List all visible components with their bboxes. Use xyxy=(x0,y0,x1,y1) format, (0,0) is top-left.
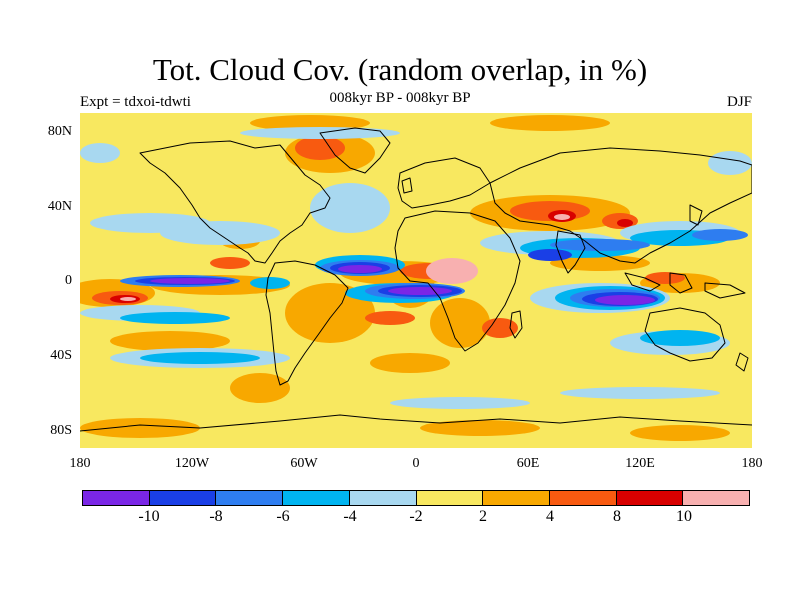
lon-label-120w: 120W xyxy=(174,456,210,471)
lon-label-180w: 180 xyxy=(69,456,91,471)
lat-label-0: 0 xyxy=(65,273,72,288)
anomaly-darkred-regions xyxy=(110,210,633,303)
colorbar-swatch xyxy=(216,491,284,505)
colorbar-swatch xyxy=(283,491,350,505)
colorbar-label: -2 xyxy=(409,508,423,525)
colorbar-swatch xyxy=(549,491,617,505)
plot-subtitle: 008kyr BP - 008kyr BP xyxy=(329,90,471,106)
colorbar-swatch xyxy=(416,491,484,505)
lon-label-0: 0 xyxy=(412,456,420,471)
colorbar-label: -10 xyxy=(138,508,160,525)
colorbar-label: 8 xyxy=(613,508,621,525)
plot-title: Tot. Cloud Cov. (random overlap, in %) xyxy=(152,52,648,87)
colorbar-label: -6 xyxy=(276,508,290,525)
season-label: DJF xyxy=(726,94,752,110)
lon-label-60e: 60E xyxy=(516,456,540,471)
colorbar-label: 4 xyxy=(546,508,554,525)
colorbar-label: 2 xyxy=(479,508,487,525)
lat-label-80n: 80N xyxy=(47,124,72,139)
colorbar-swatch xyxy=(349,491,417,505)
colorbar-swatch xyxy=(83,491,150,505)
colorbar-label: -8 xyxy=(209,508,223,525)
lon-label-60w: 60W xyxy=(290,456,318,471)
colorbar-label: -4 xyxy=(343,508,357,525)
anomaly-pink-regions xyxy=(120,214,570,301)
lat-label-40n: 40N xyxy=(47,199,72,214)
lat-label-40s: 40S xyxy=(50,348,72,363)
experiment-label: Expt = tdxoi-tdwti xyxy=(80,94,191,110)
colorbar xyxy=(82,490,750,506)
colorbar-swatch xyxy=(616,491,684,505)
lon-label-180e: 180 xyxy=(741,456,763,471)
colorbar-swatch xyxy=(483,491,550,505)
lon-label-120e: 120E xyxy=(625,456,655,471)
lat-label-80s: 80S xyxy=(50,423,72,438)
cloud-cover-map xyxy=(80,113,752,448)
colorbar-swatch xyxy=(149,491,217,505)
colorbar-swatch xyxy=(683,491,750,505)
colorbar-label: 10 xyxy=(676,508,692,525)
anomaly-purple-regions xyxy=(150,265,655,305)
coastlines xyxy=(80,127,752,432)
